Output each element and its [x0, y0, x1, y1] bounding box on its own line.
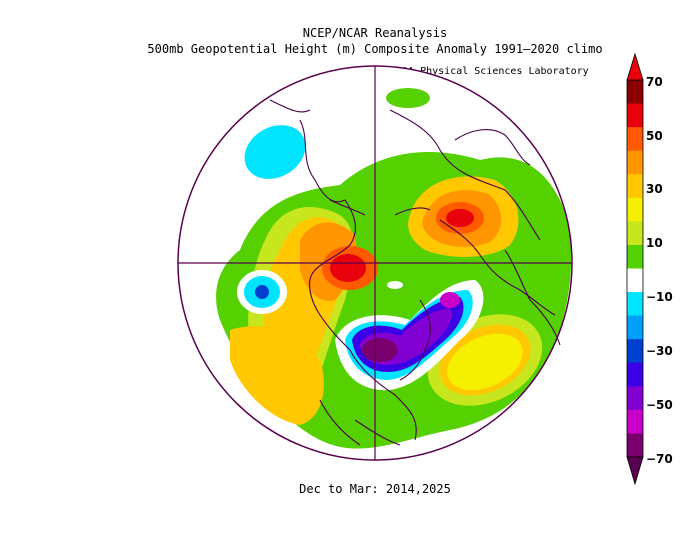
colorbar-segment: [627, 409, 643, 434]
colorbar-segment: [627, 339, 643, 364]
colorbar-top-arrow: [626, 52, 644, 81]
colorbar-segment: [627, 362, 643, 387]
colorbar-label: 30: [646, 182, 663, 196]
colorbar-segment: [627, 127, 643, 152]
colorbar-segment: [627, 150, 643, 175]
colorbar-label: 10: [646, 236, 663, 250]
title-line-2: 500mb Geopotential Height (m) Composite …: [147, 42, 603, 56]
colorbar: [626, 52, 644, 486]
colorbar-segment: [627, 433, 643, 458]
colorbar-segment: [627, 315, 643, 340]
colorbar-segment: [627, 80, 643, 105]
colorbar-label: 50: [646, 129, 663, 143]
colorbar-segment: [627, 174, 643, 199]
colorbar-segment: [627, 268, 643, 293]
colorbar-label: 70: [646, 75, 663, 89]
colorbar-segment: [627, 221, 643, 246]
colorbar-label: −10: [646, 290, 673, 304]
colorbar-label: −50: [646, 398, 673, 412]
colorbar-label: −70: [646, 452, 673, 466]
colorbar-segments: [626, 79, 644, 458]
colorbar-label: −30: [646, 344, 673, 358]
period-label: Dec to Mar: 2014,2025: [299, 482, 451, 496]
coastlines: [269, 99, 561, 446]
colorbar-segment: [627, 103, 643, 128]
credit-label: NOAA Physical Sciences Laboratory: [390, 66, 589, 77]
colorbar-segment: [627, 244, 643, 269]
colorbar-segment: [627, 292, 643, 317]
colorbar-segment: [627, 386, 643, 411]
colorbar-segment: [627, 197, 643, 222]
title-line-1: NCEP/NCAR Reanalysis: [302, 26, 448, 40]
colorbar-bottom-arrow: [626, 456, 644, 486]
